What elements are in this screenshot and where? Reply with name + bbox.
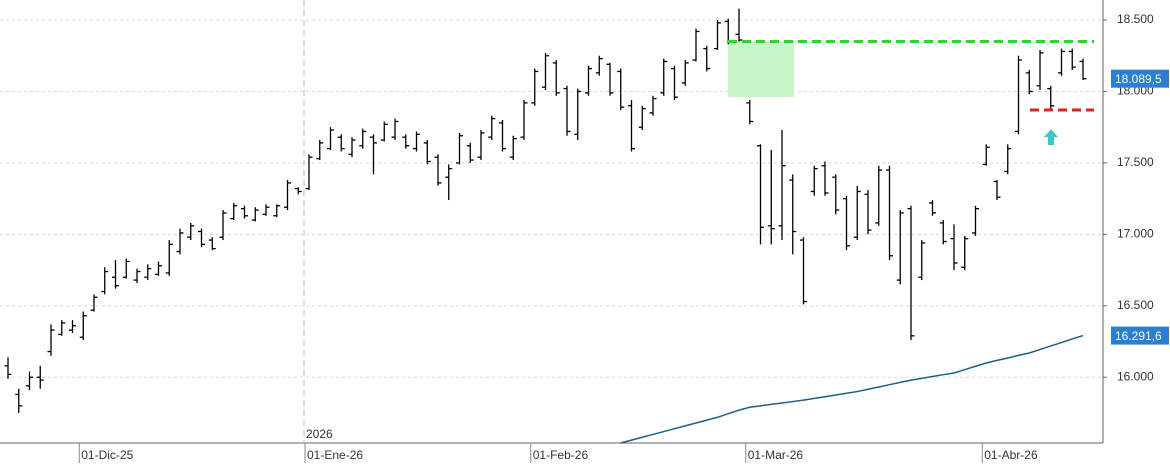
y-tick-label: 16.000 bbox=[1117, 369, 1154, 383]
y-tick-label: 16.500 bbox=[1117, 298, 1154, 312]
price-tag-label: 18.089,5 bbox=[1115, 72, 1162, 86]
y-tick-label: 17.000 bbox=[1117, 227, 1154, 241]
price-tag bbox=[1111, 69, 1169, 88]
zone bbox=[728, 41, 794, 98]
x-tick-label: 01-Feb-26 bbox=[533, 448, 589, 462]
y-tick-label: 18.500 bbox=[1117, 12, 1154, 26]
moving-average bbox=[620, 334, 1084, 444]
x-tick-label: 01-Abr-26 bbox=[984, 448, 1038, 462]
x-tick-label: 01-Ene-26 bbox=[307, 448, 363, 462]
x-tick-label: 01-Mar-26 bbox=[748, 448, 804, 462]
price-tag bbox=[1111, 326, 1169, 345]
x-tick-label: 01-Dic-25 bbox=[81, 448, 133, 462]
signal-arrow bbox=[1044, 129, 1058, 146]
price-tag-label: 16.291,6 bbox=[1115, 329, 1162, 343]
y-tick-label: 17.500 bbox=[1117, 155, 1154, 169]
year-label: 2026 bbox=[306, 427, 333, 441]
